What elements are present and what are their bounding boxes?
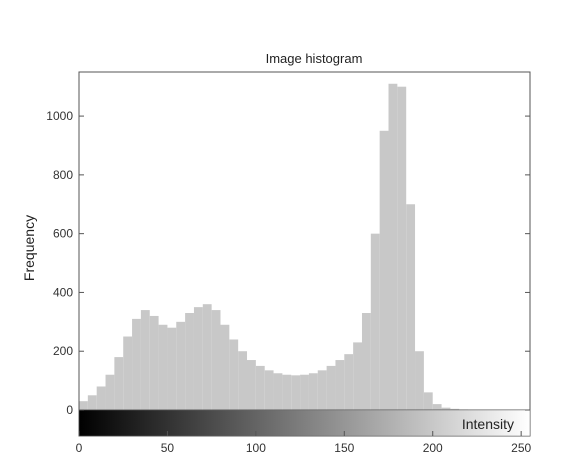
x-axis-ticks: 0 50 100 150 200 250 [76,431,531,455]
histogram-bar [211,310,221,410]
histogram-bar [255,365,265,410]
histogram-bar [220,324,230,410]
histogram-bar [291,375,301,410]
histogram-bar [273,373,283,410]
y-tick-label: 600 [53,227,73,241]
x-tick-label: 0 [76,441,83,455]
x-tick-label: 150 [334,441,354,455]
histogram-bar [149,315,159,410]
histogram-bar [96,386,106,410]
histogram-bar [123,336,133,410]
histogram-bar [441,407,451,410]
intensity-colorbar [78,409,531,437]
chart-title: Image histogram [266,51,363,66]
histogram-bar [247,360,256,410]
y-axis-title: Frequency [21,215,37,281]
histogram-bar [193,307,203,410]
histogram-bar [450,408,460,410]
histogram-bar [167,327,177,410]
histogram-bar [229,339,239,410]
x-axis-title: Intensity [462,416,514,432]
x-tick-label: 50 [161,441,175,455]
histogram-bar [132,318,141,410]
histogram-bar [353,342,362,410]
histogram-bar [388,83,398,410]
histogram-bar [300,374,309,410]
histogram-bar [423,392,433,410]
histogram-bar [415,351,424,410]
y-tick-label: 800 [53,168,73,182]
histogram-bar [264,370,274,410]
histogram-bar [87,395,97,410]
histogram-bar [370,233,380,410]
y-tick-label: 0 [66,403,73,417]
histogram-bar [238,351,248,410]
histogram-bar [140,310,150,410]
histogram-bar [397,86,407,410]
histogram-bar [379,130,389,410]
histogram-bar [105,374,115,410]
histogram-bar [344,354,354,410]
x-tick-label: 100 [246,441,266,455]
histogram-bar [406,204,416,410]
y-tick-label: 200 [53,344,73,358]
histogram-bar [317,370,327,410]
histogram-bars [79,83,469,410]
histogram-bar [361,313,371,410]
y-tick-label: 1000 [46,109,73,123]
histogram-bar [432,404,442,410]
histogram-bar [185,313,194,410]
y-axis-ticks: 0 200 400 600 800 1000 [46,109,530,417]
histogram-bar [202,304,212,410]
histogram-bar [158,324,168,410]
y-tick-label: 400 [53,285,73,299]
histogram-bar [282,374,292,410]
histogram-bar [114,357,124,410]
histogram-bar [335,360,345,410]
x-tick-label: 200 [423,441,443,455]
histogram-bar [176,321,186,410]
x-tick-label: 250 [511,441,531,455]
histogram-bar [326,365,336,410]
histogram-bar [308,373,318,410]
histogram-bar [79,401,88,410]
